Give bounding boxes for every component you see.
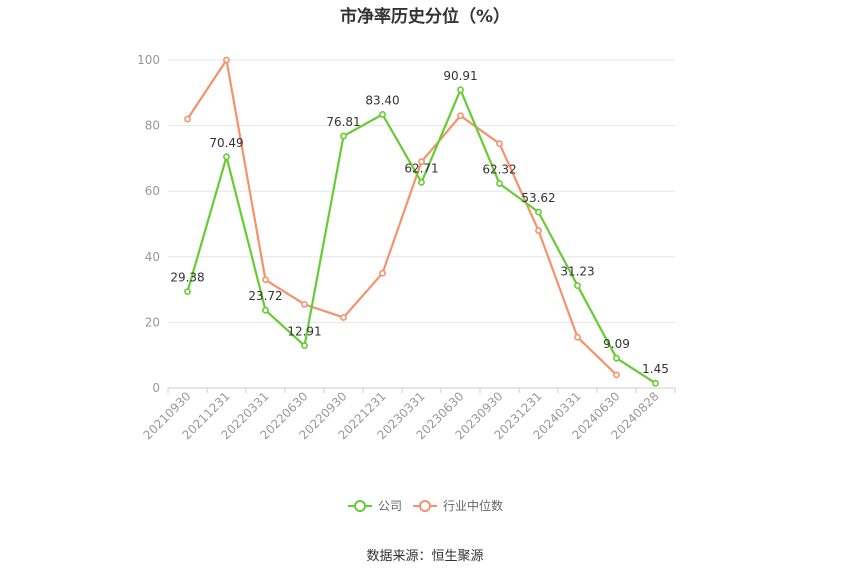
series-line [186,58,618,376]
data-point[interactable] [613,354,620,362]
data-point[interactable] [574,282,581,289]
y-tick-label: 60 [145,184,160,198]
series-lines [184,56,659,387]
legend[interactable]: 公司 行业中位数 [348,498,503,513]
data-point[interactable] [496,180,503,187]
y-tick-label: 0 [152,381,160,395]
data-point[interactable] [340,132,347,140]
data-point[interactable] [418,158,425,166]
data-point[interactable] [379,111,386,118]
data-source-note: 数据来源：恒生聚源 [366,549,484,564]
data-point[interactable] [652,379,659,387]
grid-lines [168,59,675,323]
y-tick-label: 20 [145,315,160,329]
legend-item[interactable]: 行业中位数 [413,498,503,513]
data-point[interactable] [262,306,269,314]
data-label: 31.23 [560,265,594,279]
data-label: 1.45 [642,362,669,376]
data-label: 76.81 [326,115,360,129]
data-point[interactable] [223,153,230,161]
axes: 0204060801002021093020211231202203312022… [137,53,676,442]
legend-label: 公司 [378,499,402,513]
data-point[interactable] [613,371,620,379]
data-label: 70.49 [209,136,243,150]
data-point[interactable] [184,288,191,296]
data-labels: 29.38 70.49 23.72 12.91 76.81 83.40 62.71 90.91… [170,69,669,376]
data-label: 23.72 [248,289,282,303]
data-label: 62.71 [404,161,438,175]
data-point[interactable] [340,314,347,321]
data-point[interactable] [418,178,425,186]
legend-marker [354,500,366,512]
data-point[interactable] [574,333,581,341]
data-point[interactable] [535,227,542,234]
data-point[interactable] [535,208,542,216]
chart-title: 市净率历史分位（%） [339,7,511,27]
legend-item[interactable]: 公司 [348,499,402,513]
data-label: 12.91 [287,325,321,339]
data-point[interactable] [301,342,308,350]
legend-label: 行业中位数 [443,498,503,513]
data-label: 62.32 [482,163,516,177]
data-point[interactable] [457,86,464,94]
legend-marker [419,500,431,512]
data-label: 90.91 [443,69,477,83]
data-point[interactable] [184,115,191,123]
y-tick-label: 80 [145,119,160,133]
data-point[interactable] [301,300,308,308]
data-point[interactable] [379,269,386,277]
data-point[interactable] [223,56,230,64]
y-tick-label: 40 [145,250,160,264]
data-point[interactable] [457,112,464,120]
data-label: 53.62 [521,191,555,205]
data-label: 83.40 [365,93,399,107]
y-tick-label: 100 [137,53,160,67]
data-point[interactable] [262,276,269,284]
data-point[interactable] [496,140,503,148]
data-label: 9.09 [603,337,630,351]
data-label: 29.38 [170,271,204,285]
